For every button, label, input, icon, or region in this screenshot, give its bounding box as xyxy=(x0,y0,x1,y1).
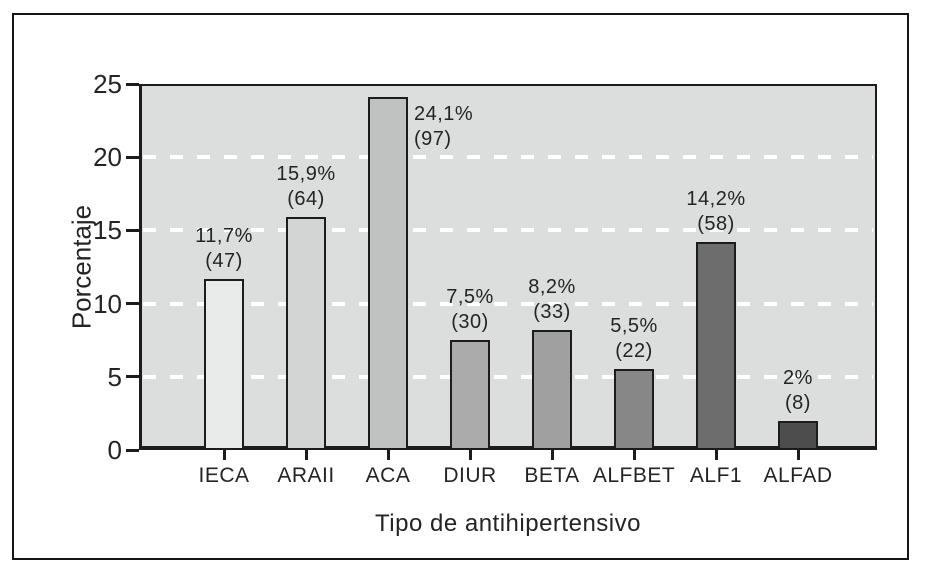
bar-value-label-alf1: 14,2% (58) xyxy=(646,187,786,237)
y-axis-tick xyxy=(126,155,139,159)
gridline-5 xyxy=(143,374,873,379)
bar-value-label-ieca: 11,7% (47) xyxy=(154,224,294,274)
y-axis-tick-label: 10 xyxy=(93,288,122,319)
bar-percent-text: 5,5% xyxy=(610,315,658,338)
bar-value-label-araii: 15,9% (64) xyxy=(236,162,376,212)
x-axis-tick xyxy=(304,450,308,460)
category-label-beta: BETA xyxy=(524,464,580,487)
bar-alfad xyxy=(778,420,818,450)
bar-percent-text: 7,5% xyxy=(446,286,494,309)
bar-count-text: (97) xyxy=(414,128,452,151)
bar-value-label-diur: 7,5% (30) xyxy=(400,285,540,335)
x-axis-tick xyxy=(714,450,718,460)
bar-alfbet xyxy=(614,369,654,450)
figure-frame: Porcentaje Tipo de antihipertensivo 0 5 10… xyxy=(12,13,909,560)
bar-count-text: (64) xyxy=(287,188,325,211)
gridline-20 xyxy=(143,155,873,160)
bar-value-label-beta: 8,2% (33) xyxy=(482,275,622,325)
category-label-alfbet: ALFBET xyxy=(592,464,676,487)
y-axis-tick xyxy=(126,448,139,452)
y-axis-tick-label: 25 xyxy=(93,69,122,99)
x-axis-tick xyxy=(468,450,472,460)
bar-percent-text: 2% xyxy=(783,366,813,389)
x-axis-tick xyxy=(550,450,554,460)
x-axis-tick xyxy=(632,450,636,460)
plot-area xyxy=(139,84,877,450)
bar-value-label-alfbet: 5,5% (22) xyxy=(564,314,704,364)
bar-percent-text: 15,9% xyxy=(276,163,336,186)
bar-beta xyxy=(532,329,572,450)
y-axis-tick-label: 20 xyxy=(93,142,122,173)
category-label-diur: DIUR xyxy=(443,464,497,487)
category-label-aca: ACA xyxy=(365,464,411,487)
gridline-15 xyxy=(143,228,873,233)
gridline-10 xyxy=(143,301,873,306)
y-axis-tick-label: 5 xyxy=(107,361,122,392)
y-axis-tick-label: 0 xyxy=(107,435,122,465)
bar-count-text: (30) xyxy=(451,311,489,334)
bar-aca xyxy=(368,97,408,450)
y-axis-tick-label: 15 xyxy=(93,215,122,246)
bar-ieca xyxy=(204,278,244,450)
bar-value-label-aca: 24,1% (97) xyxy=(414,102,524,152)
bar-value-label-alfad: 2% (8) xyxy=(728,366,868,416)
bar-diur xyxy=(450,340,490,450)
y-axis-tick xyxy=(126,228,139,232)
bar-count-text: (47) xyxy=(205,249,243,272)
bar-percent-text: 8,2% xyxy=(528,275,576,298)
bar-count-text: (22) xyxy=(615,340,653,363)
y-axis-tick xyxy=(126,302,139,306)
bar-alf1 xyxy=(696,242,736,450)
bar-count-text: (33) xyxy=(533,300,571,323)
bar-percent-text: 14,2% xyxy=(686,188,746,211)
bar-count-text: (58) xyxy=(697,213,735,236)
bar-percent-text: 24,1% xyxy=(414,103,474,126)
bar-araii xyxy=(286,217,326,450)
x-axis-tick xyxy=(222,450,226,460)
x-axis-tick xyxy=(386,450,390,460)
bar-percent-text: 11,7% xyxy=(195,224,253,247)
y-axis-tick xyxy=(126,82,139,86)
x-axis-tick xyxy=(796,450,800,460)
x-axis-title: Tipo de antihipertensivo xyxy=(375,510,641,537)
category-label-araii: ARAII xyxy=(277,464,335,487)
y-axis-tick xyxy=(126,375,139,379)
bar-count-text: (8) xyxy=(785,391,811,414)
category-label-ieca: IECA xyxy=(198,464,250,487)
category-label-alfad: ALFAD xyxy=(763,464,833,487)
category-label-alf1: ALF1 xyxy=(689,464,743,487)
